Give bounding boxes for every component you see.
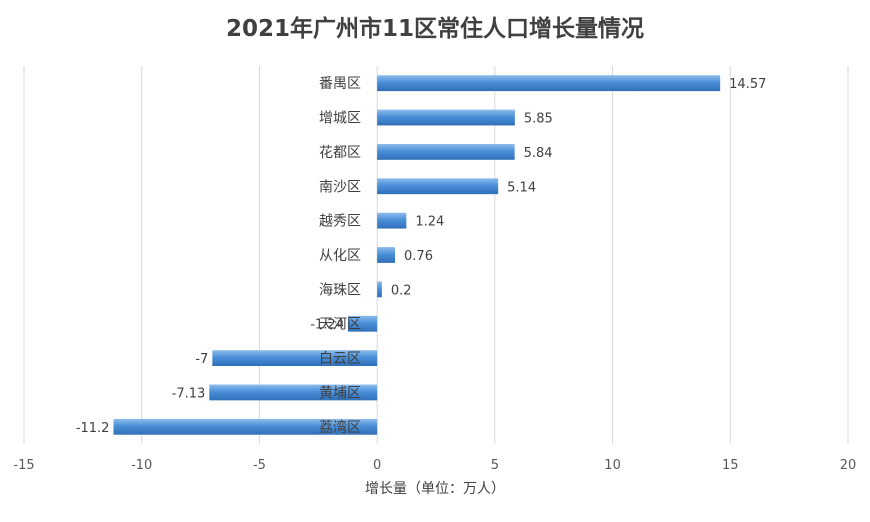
- data-labels: 14.57 5.85 5.84 5.14 1.24 0.76 0.2 -1.24 -7 -7.13…: [76, 77, 767, 436]
- x-tick-label: -10: [131, 458, 152, 473]
- x-tick-label: -5: [253, 458, 266, 473]
- category-label: 花都区: [319, 145, 361, 161]
- category-label: 越秀区: [319, 214, 361, 230]
- bar: [347, 315, 378, 332]
- data-label: 5.85: [524, 112, 553, 127]
- gridlines: [23, 66, 849, 444]
- data-label: -7.13: [172, 386, 206, 401]
- data-label: -11.2: [76, 421, 110, 436]
- x-tick-label: 0: [373, 458, 381, 473]
- data-label: 5.84: [524, 146, 553, 161]
- bar: [377, 212, 407, 229]
- bar: [212, 350, 378, 366]
- data-label: -1.24: [310, 318, 344, 333]
- category-label: 番禺区: [319, 76, 361, 92]
- category-label: 南沙区: [319, 179, 361, 195]
- category-label: 增城区: [319, 111, 361, 127]
- bar: [377, 75, 721, 92]
- bar: [209, 384, 378, 401]
- category-label: 从化区: [319, 248, 361, 264]
- bar: [113, 418, 378, 435]
- bar: [377, 144, 515, 160]
- category-label: 荔湾区: [319, 419, 361, 436]
- x-tick-label: 20: [840, 458, 857, 473]
- x-tick-label: -15: [13, 458, 34, 473]
- x-tick-label: 15: [722, 458, 739, 473]
- bar: [377, 247, 396, 263]
- data-label: 0.76: [404, 249, 433, 264]
- x-tick-label: 10: [604, 458, 621, 473]
- data-label: 14.57: [729, 77, 766, 92]
- x-axis-title: 增长量（单位：万人）: [365, 481, 505, 497]
- data-label: 1.24: [415, 215, 444, 230]
- bar: [377, 281, 382, 298]
- category-label: 白云区: [319, 351, 361, 367]
- category-label: 黄埔区: [319, 384, 361, 401]
- chart-title: 2021年广州市11区常住人口增长量情况: [226, 15, 644, 42]
- category-label: 海珠区: [319, 282, 361, 298]
- x-axis: -15 -10 -5 0 5 10 15 20: [13, 458, 856, 473]
- bar: [377, 178, 499, 195]
- data-label: 0.2: [391, 283, 412, 298]
- data-label: 5.14: [507, 180, 536, 195]
- x-tick-label: 5: [491, 458, 499, 473]
- data-label: -7: [195, 352, 208, 367]
- bar: [377, 109, 515, 126]
- category-label: 天河区: [319, 317, 361, 333]
- bars: [113, 75, 721, 435]
